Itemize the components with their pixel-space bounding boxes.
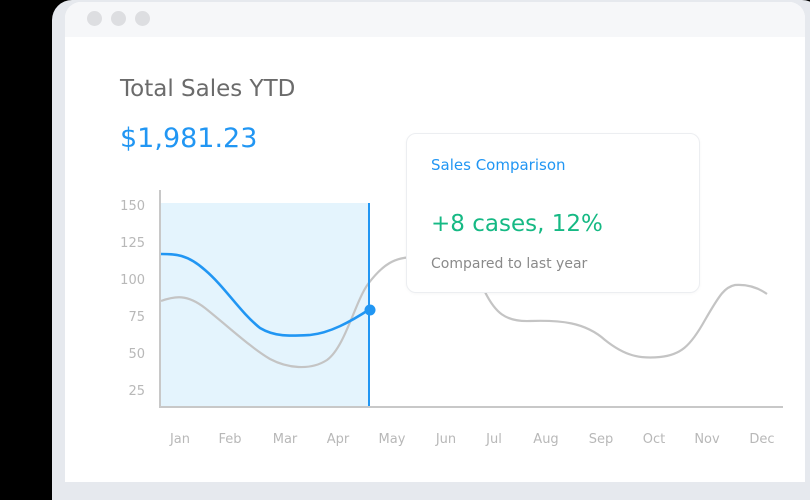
y-tick-label: 25 <box>128 384 145 399</box>
comparison-value: +8 cases, 12% <box>431 211 603 237</box>
x-tick-label: Nov <box>694 432 720 447</box>
y-tick-label: 100 <box>120 273 145 288</box>
app-window: Total Sales YTD $1,981.23 150 125 100 75… <box>65 2 805 482</box>
x-tick-label: Mar <box>273 432 298 447</box>
y-tick-label: 75 <box>128 310 145 325</box>
x-tick-label: Jul <box>485 432 502 447</box>
data-point-marker[interactable] <box>364 304 376 316</box>
x-axis-labels: Jan Feb Mar Apr May Jun Jul Aug Sep Oct … <box>169 432 775 447</box>
x-tick-label: Apr <box>327 432 350 447</box>
page-title: Total Sales YTD <box>120 76 296 102</box>
x-tick-label: Oct <box>643 432 665 447</box>
total-amount: $1,981.23 <box>120 123 258 154</box>
x-tick-label: May <box>379 432 406 447</box>
x-tick-label: Aug <box>533 432 558 447</box>
x-tick-label: Jan <box>169 432 190 447</box>
series-this-year-line <box>160 252 371 337</box>
y-tick-label: 125 <box>120 236 145 251</box>
x-tick-label: Jun <box>435 432 456 447</box>
x-tick-label: Feb <box>218 432 241 447</box>
window-control-close-dot[interactable] <box>87 11 102 26</box>
y-axis-labels: 150 125 100 75 50 25 <box>120 199 145 399</box>
sales-comparison-card: Sales Comparison +8 cases, 12% Compared … <box>406 133 700 293</box>
window-control-minimize-dot[interactable] <box>111 11 126 26</box>
comparison-subtitle: Compared to last year <box>431 256 588 272</box>
x-tick-label: Dec <box>749 432 774 447</box>
x-tick-label: Sep <box>589 432 614 447</box>
window-titlebar <box>65 2 805 37</box>
y-tick-label: 50 <box>128 347 145 362</box>
highlight-range <box>161 203 369 407</box>
y-tick-label: 150 <box>120 199 145 214</box>
card-title: Sales Comparison <box>431 156 566 174</box>
window-control-maximize-dot[interactable] <box>135 11 150 26</box>
